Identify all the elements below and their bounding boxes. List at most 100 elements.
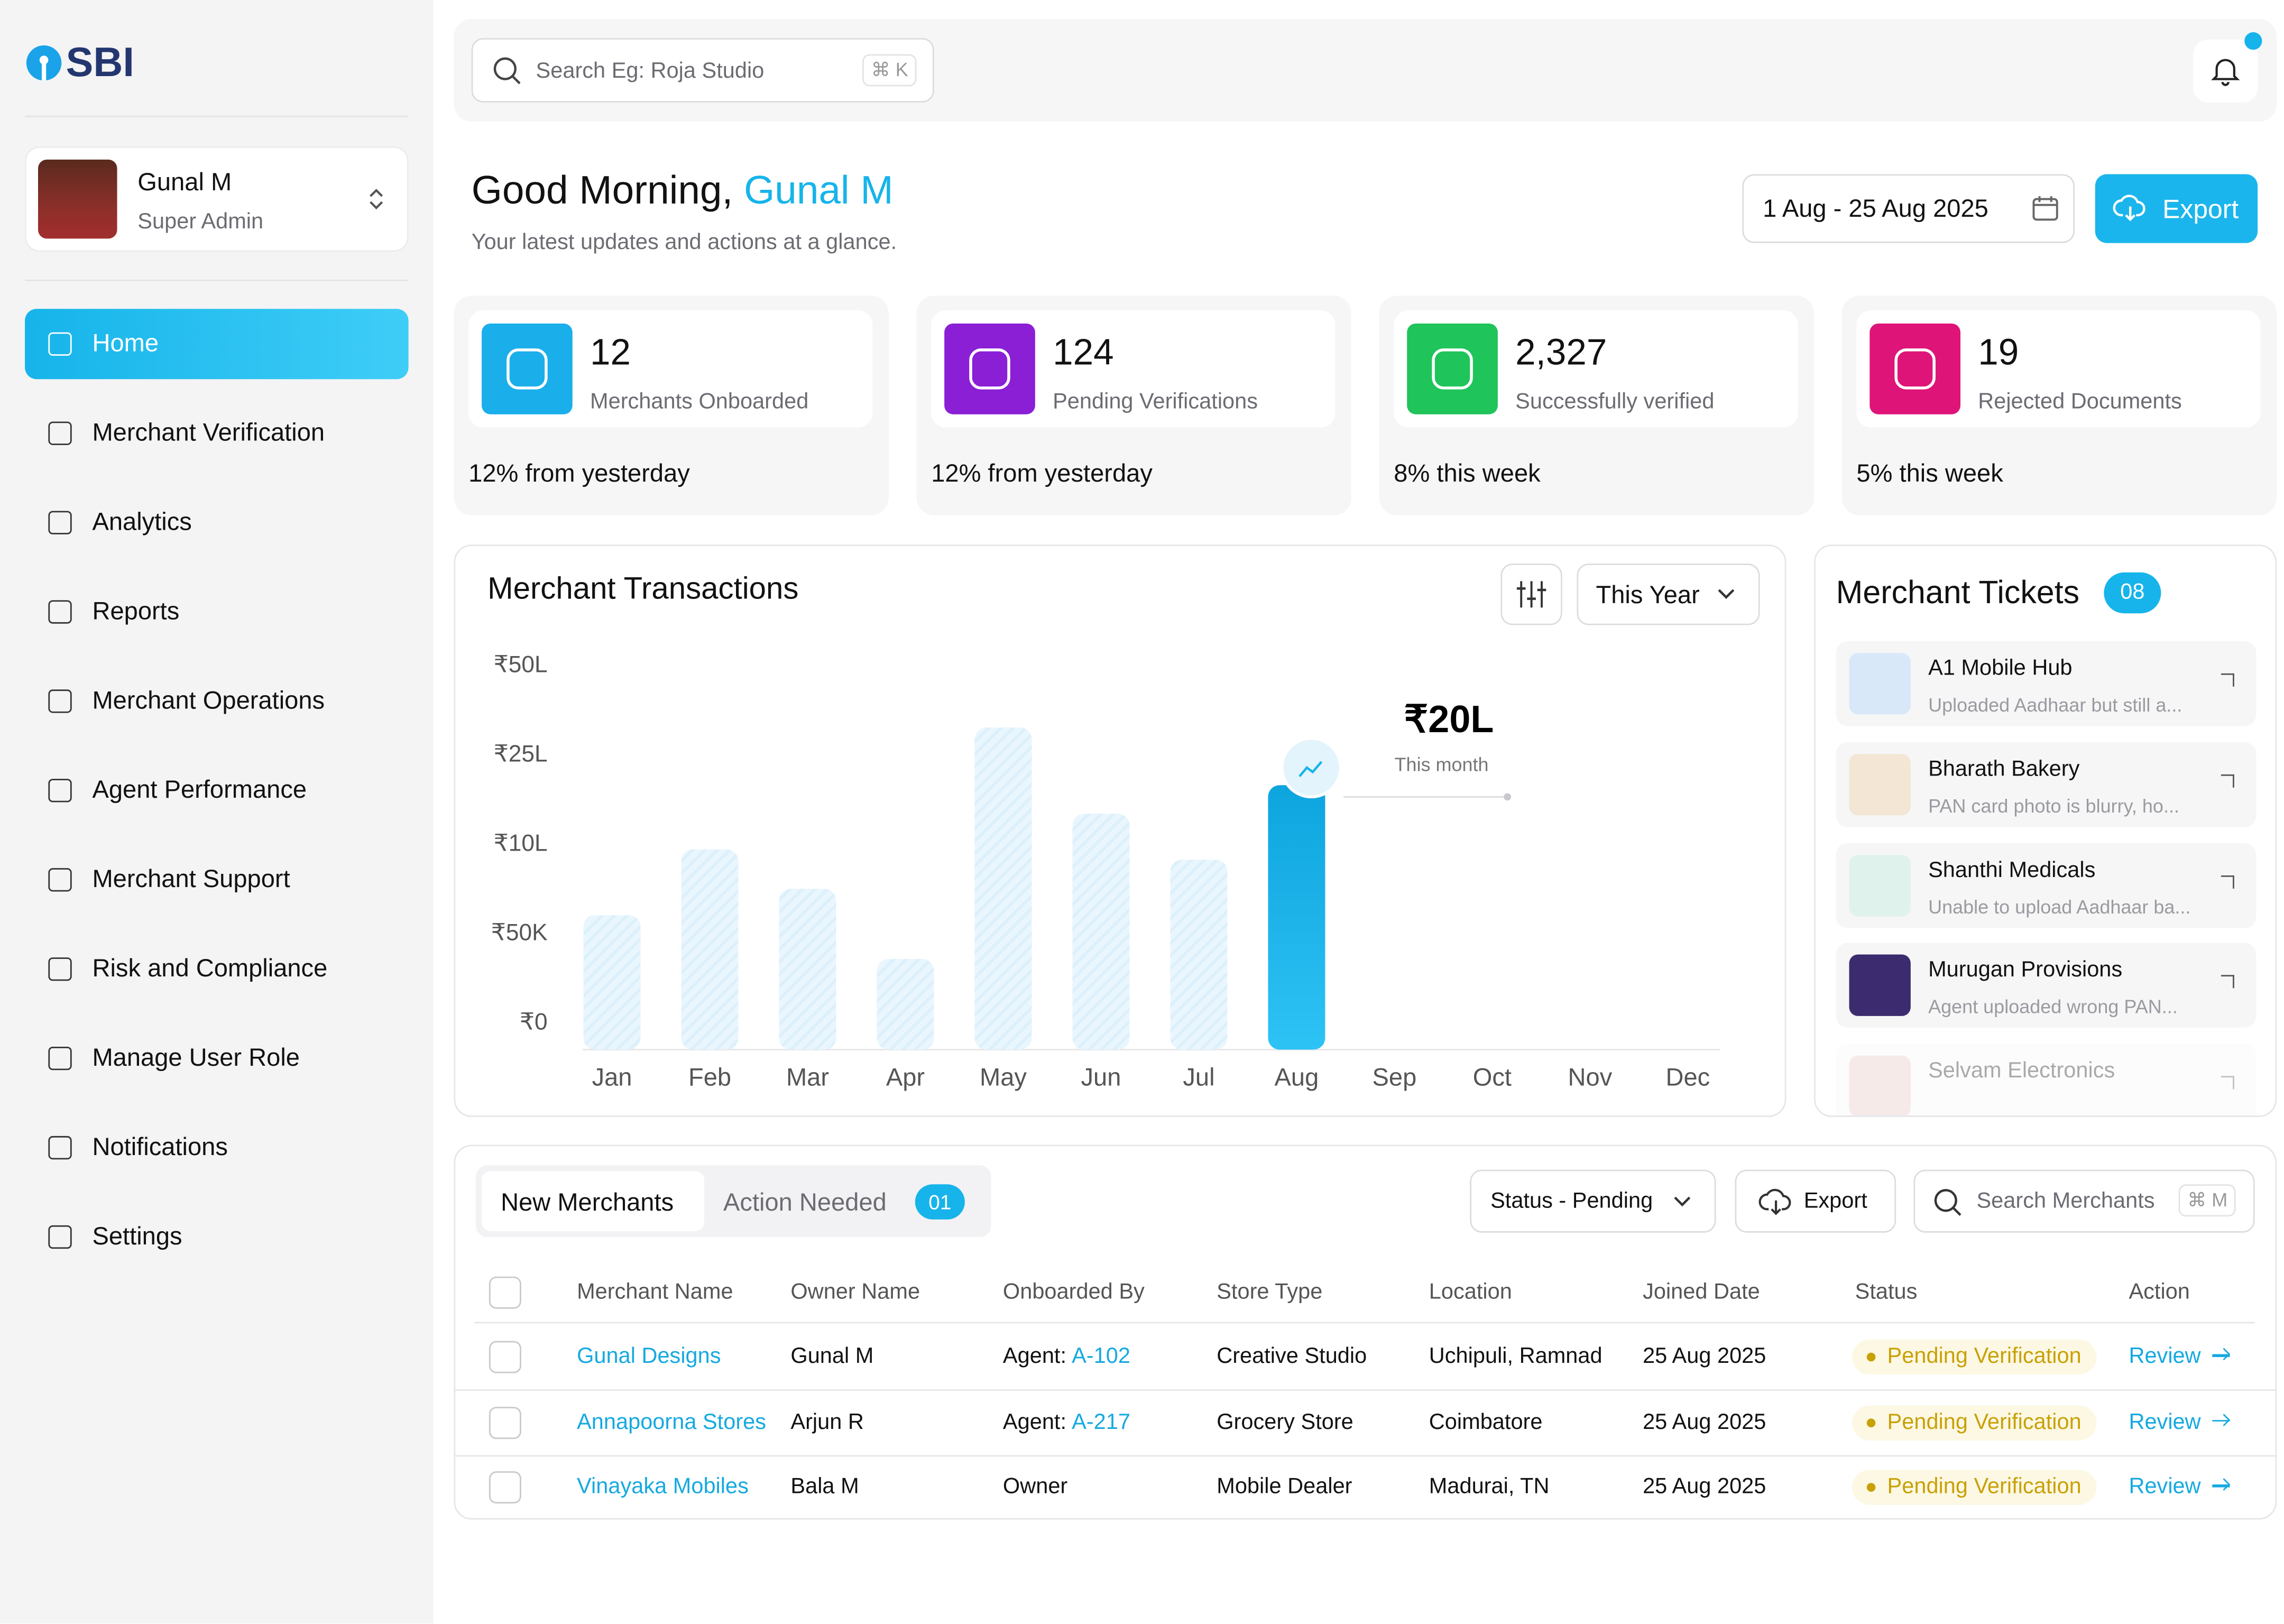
- stat-change: 8% this week: [1394, 459, 1541, 488]
- nav-icon: [48, 1225, 72, 1249]
- user-name: Gunal M: [137, 168, 232, 197]
- cell-date: 25 Aug 2025: [1643, 1409, 1766, 1434]
- greeting-text: Good Morning,: [471, 168, 733, 213]
- date-picker[interactable]: [1742, 174, 2075, 243]
- column-header: Store Type: [1217, 1279, 1323, 1305]
- stat-label: Pending Verifications: [1053, 389, 1258, 414]
- stat-label: Merchants Onboarded: [590, 389, 809, 414]
- checkbox[interactable]: [489, 1471, 521, 1503]
- tab[interactable]: Action Needed: [723, 1188, 887, 1217]
- status-filter[interactable]: [1470, 1169, 1716, 1233]
- nav-icon: [48, 421, 72, 445]
- search-box[interactable]: [471, 38, 934, 103]
- subtitle: Your latest updates and actions at a gla…: [471, 229, 897, 255]
- chevron: [370, 189, 383, 210]
- nav-active: [25, 309, 409, 380]
- nav-item[interactable]: Merchant Verification: [92, 418, 325, 447]
- export-button[interactable]: [2095, 174, 2258, 243]
- x-tick-label: Jun: [1081, 1063, 1121, 1091]
- nav-item[interactable]: Home: [92, 329, 159, 357]
- merchant-search-placeholder: Search Merchants: [1976, 1188, 2155, 1214]
- highlight-halo: [1280, 736, 1342, 799]
- user-role: Super Admin: [137, 209, 264, 235]
- nav-item[interactable]: Merchant Operations: [92, 686, 325, 715]
- tickets-card: Merchant Tickets 08 A1 Mobile Hub Uploaded …: [1814, 545, 2277, 1117]
- nav-icon: [48, 332, 72, 356]
- chevron: [1674, 1196, 1691, 1207]
- annotation: This month: [1395, 754, 1489, 776]
- column-header: Owner Name: [790, 1279, 920, 1305]
- table-export-label: Export: [1803, 1188, 1867, 1214]
- bell-button[interactable]: [2193, 39, 2258, 103]
- x-tick-label: Feb: [688, 1063, 731, 1091]
- x-tick-label: Dec: [1666, 1063, 1710, 1091]
- ticket-name: A1 Mobile Hub: [1928, 656, 2073, 681]
- stat-change: 5% this week: [1856, 459, 2003, 488]
- nav-item[interactable]: Notifications: [92, 1133, 228, 1161]
- bar: [877, 959, 934, 1050]
- y-tick-label: ₹10L: [494, 831, 548, 856]
- stat-value: 2,327: [1515, 332, 1607, 374]
- stat-label: Rejected Documents: [1978, 389, 2182, 414]
- nav-item[interactable]: Reports: [92, 597, 180, 625]
- cell-merchant[interactable]: Annapoorna Stores: [577, 1409, 767, 1434]
- annotation-dot: [1504, 793, 1512, 801]
- active-tab[interactable]: [482, 1171, 704, 1231]
- ticket-logo: [1849, 753, 1911, 815]
- stat-icon: [1869, 323, 1960, 414]
- column-header: Merchant Name: [577, 1279, 733, 1305]
- action-link[interactable]: Review: [2129, 1409, 2201, 1434]
- agent-id[interactable]: A-102: [1072, 1344, 1130, 1369]
- row-divider: [454, 1389, 2277, 1391]
- checkbox[interactable]: [489, 1276, 521, 1309]
- x-tick-label: Jul: [1183, 1063, 1214, 1091]
- nav-icon: [48, 957, 72, 981]
- status-pill: Pending Verification: [1852, 1405, 2096, 1440]
- column-header: Location: [1429, 1279, 1512, 1305]
- action-link[interactable]: Review: [2129, 1344, 2201, 1369]
- stat-icon: [944, 323, 1035, 414]
- ticket-logo: [1849, 1055, 1911, 1116]
- checkbox[interactable]: [489, 1341, 521, 1373]
- stat-glyph: [969, 348, 1010, 390]
- cell-owner: Bala M: [790, 1474, 859, 1499]
- nav-item[interactable]: Manage User Role: [92, 1044, 300, 1072]
- table-export[interactable]: [1735, 1169, 1896, 1233]
- nav-icon: [48, 779, 72, 802]
- cell-merchant[interactable]: Vinayaka Mobiles: [577, 1474, 749, 1499]
- nav-item[interactable]: Settings: [92, 1222, 182, 1250]
- nav-item[interactable]: Merchant Support: [92, 865, 290, 893]
- x-tick-label: Nov: [1568, 1063, 1613, 1091]
- bar: [681, 849, 739, 1050]
- x-tick-label: Sep: [1373, 1063, 1417, 1091]
- ticket-arrow: [2221, 975, 2234, 989]
- checkbox[interactable]: [489, 1406, 521, 1438]
- nav-item[interactable]: Risk and Compliance: [92, 954, 328, 983]
- nav-item[interactable]: Agent Performance: [92, 776, 307, 804]
- cell-merchant[interactable]: Gunal Designs: [577, 1344, 721, 1369]
- ticket-arrow: [2221, 673, 2234, 687]
- status-dot: [1866, 1352, 1876, 1362]
- ticket[interactable]: [1836, 1044, 2257, 1116]
- shortcut: ⌘ M: [2178, 1184, 2236, 1217]
- merchant-search[interactable]: [1913, 1169, 2255, 1233]
- action-link[interactable]: Review: [2129, 1474, 2201, 1499]
- agent-id[interactable]: A-217: [1072, 1409, 1130, 1434]
- x-tick-label: Oct: [1473, 1063, 1512, 1091]
- bell-icon: [2211, 59, 2240, 86]
- column-header: Action: [2129, 1279, 2190, 1305]
- nav-item[interactable]: Analytics: [92, 508, 192, 536]
- y-tick-label: ₹50L: [494, 652, 548, 678]
- stat-label: Successfully verified: [1515, 389, 1715, 414]
- cell-date: 25 Aug 2025: [1643, 1344, 1766, 1369]
- stat-glyph: [1894, 348, 1936, 390]
- shortcut: ⌘ K: [862, 54, 917, 87]
- x-tick-label: Mar: [786, 1063, 829, 1091]
- notification-dot: [2244, 32, 2262, 50]
- ticket-message: PAN card photo is blurry, ho...: [1928, 794, 2179, 817]
- x-tick-label: Apr: [886, 1063, 925, 1091]
- nav-icon: [48, 600, 72, 624]
- tab[interactable]: New Merchants: [501, 1188, 674, 1217]
